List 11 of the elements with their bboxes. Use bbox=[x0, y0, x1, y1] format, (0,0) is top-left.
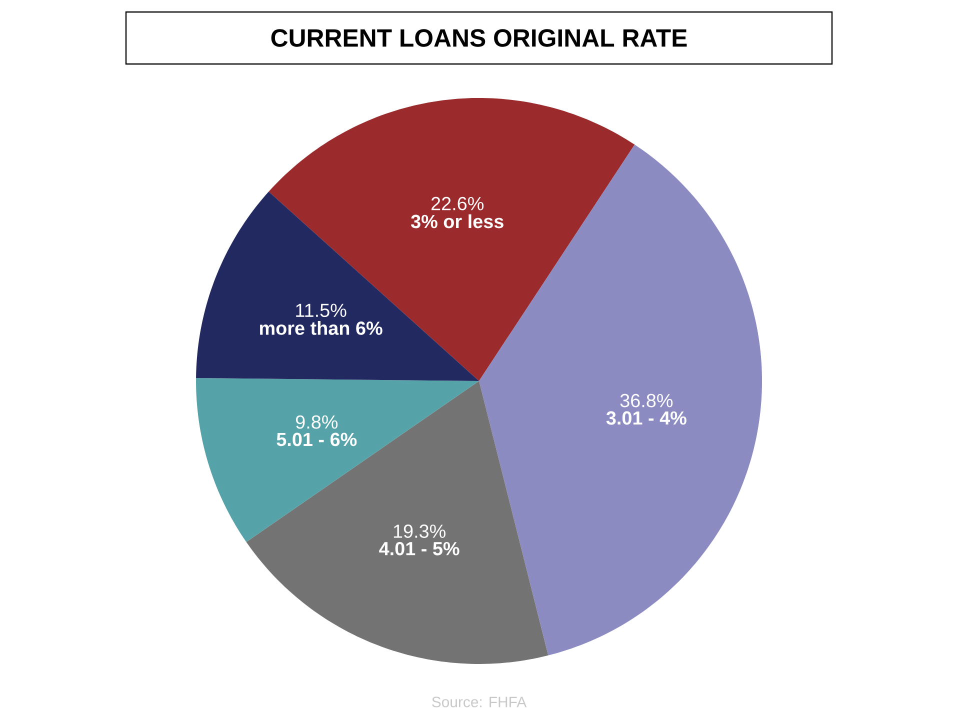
data-label: 22.6% bbox=[431, 196, 484, 210]
chart-title: CURRENT LOANS ORIGINAL RATE bbox=[271, 29, 687, 47]
data-label: 11.5% bbox=[296, 304, 346, 318]
slice-label: 5.01 - 6% bbox=[276, 432, 357, 446]
slice-label: 3.01 - 4% bbox=[606, 411, 686, 425]
slice-label: 4.01 - 5% bbox=[379, 542, 460, 556]
data-label: 19.3% bbox=[394, 524, 446, 538]
slice-label: more than 6% bbox=[260, 321, 382, 335]
slice-label: 3% or less bbox=[410, 214, 504, 228]
data-label: 36.8% bbox=[620, 394, 673, 408]
data-label: 9.8% bbox=[296, 415, 338, 429]
